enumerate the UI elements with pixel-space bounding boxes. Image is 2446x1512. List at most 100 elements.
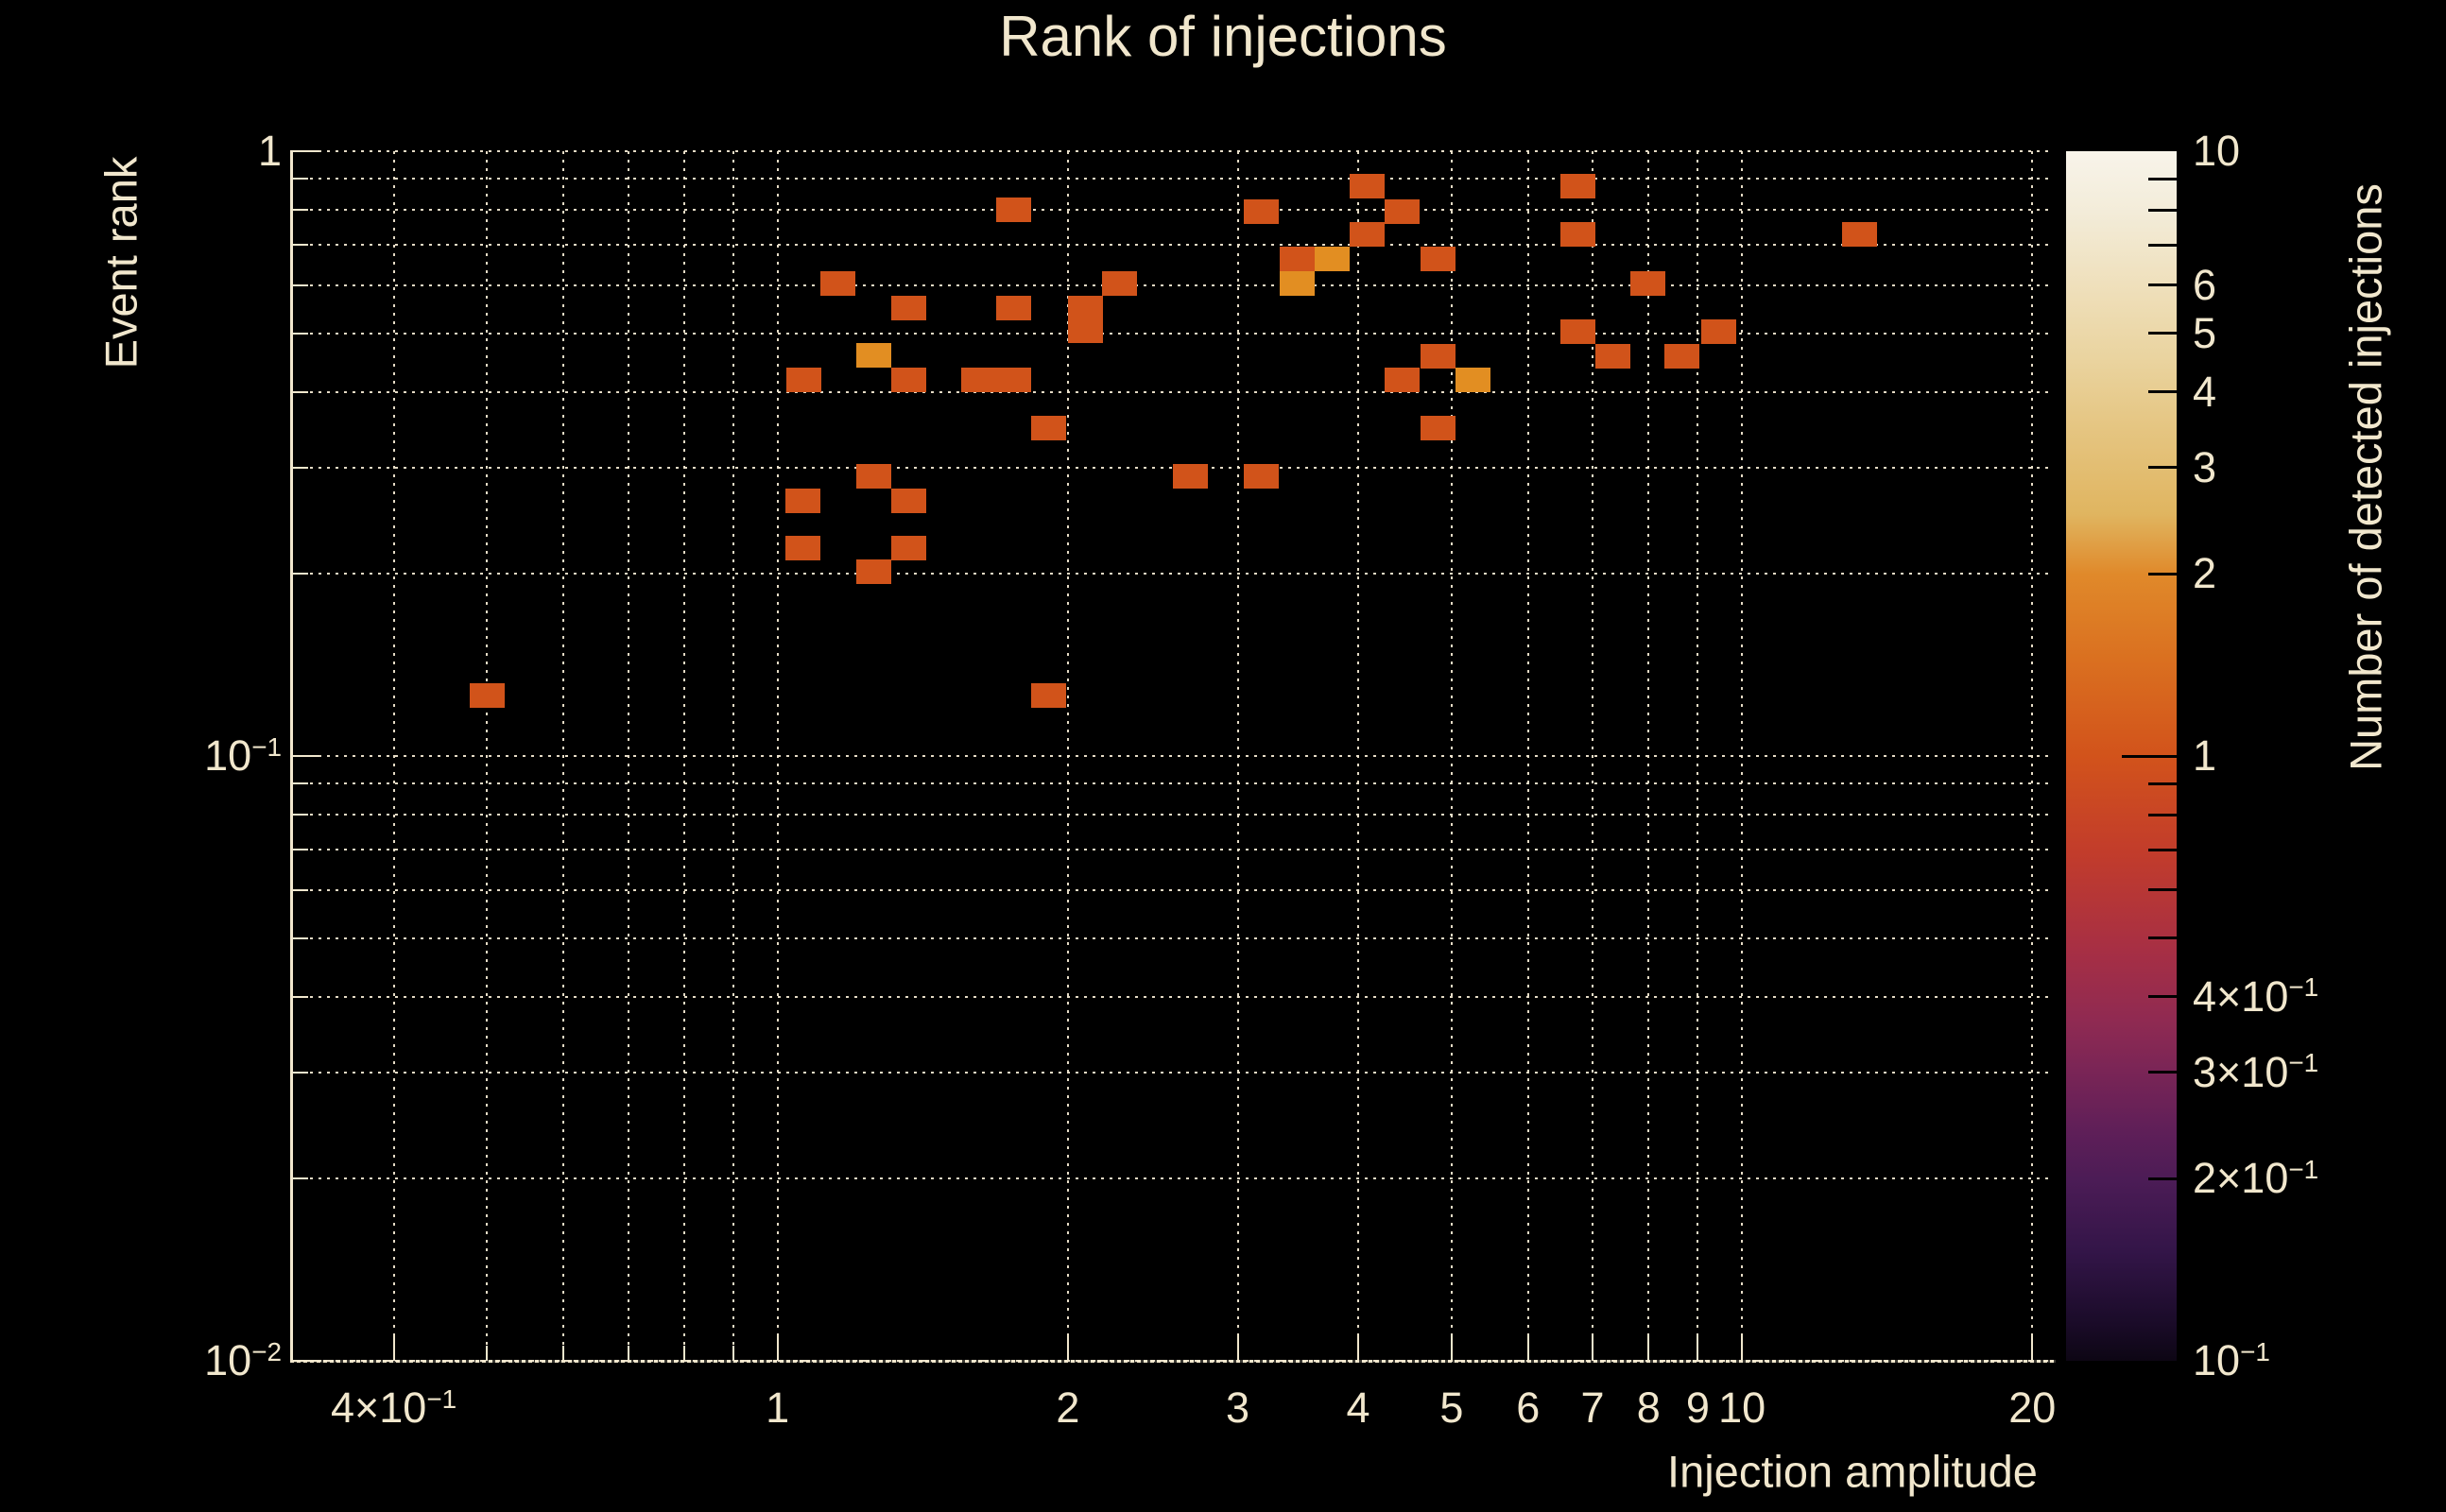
colorbar-tick-mark bbox=[2148, 332, 2177, 335]
heatmap-cell bbox=[1067, 318, 1103, 344]
y-gridline bbox=[293, 755, 2054, 757]
plot-area bbox=[290, 150, 2056, 1363]
heatmap-cell bbox=[1700, 318, 1736, 344]
x-tick-label: 4 bbox=[1346, 1383, 1370, 1432]
colorbar-tick-label: 3×10−1 bbox=[2193, 1047, 2319, 1096]
heatmap-cell bbox=[856, 342, 892, 368]
heatmap-cell bbox=[1030, 682, 1066, 708]
colorbar-tick-mark bbox=[2148, 782, 2177, 785]
left-spine bbox=[290, 150, 293, 1363]
x-tick-label: 6 bbox=[1516, 1383, 1541, 1432]
colorbar-tick-mark bbox=[2148, 243, 2177, 247]
y-tick-mark bbox=[293, 936, 308, 939]
x-tick-label: 7 bbox=[1580, 1383, 1605, 1432]
y-tick-mark bbox=[293, 995, 308, 998]
heatmap-cell bbox=[891, 295, 927, 320]
heatmap-cell bbox=[1243, 464, 1279, 490]
y-gridline bbox=[293, 782, 2054, 785]
x-tick-mark bbox=[1741, 1334, 1744, 1361]
colorbar-tick-mark bbox=[2148, 848, 2177, 851]
y-tick-mark bbox=[293, 573, 308, 576]
colorbar-tick-label: 1 bbox=[2193, 731, 2217, 780]
x-tick-mark bbox=[682, 1346, 685, 1361]
y-gridline bbox=[293, 1071, 2054, 1074]
y-tick-mark bbox=[293, 755, 319, 757]
x-tick-mark bbox=[1066, 1334, 1069, 1361]
y-gridline bbox=[293, 995, 2054, 998]
y-tick-label: 10−1 bbox=[204, 731, 282, 780]
heatmap-cell bbox=[1067, 295, 1103, 320]
heatmap-cell bbox=[1559, 318, 1595, 344]
y-tick-mark bbox=[293, 466, 308, 469]
heatmap-cell bbox=[891, 489, 927, 514]
colorbar-tick-label: 6 bbox=[2193, 260, 2217, 309]
colorbar-tick-label: 10 bbox=[2193, 127, 2241, 175]
colorbar-tick-mark bbox=[2148, 936, 2177, 940]
x-tick-mark bbox=[486, 1346, 489, 1361]
heatmap-cell bbox=[1455, 367, 1490, 392]
y-gridline bbox=[293, 1177, 2054, 1180]
heatmap-cell bbox=[1384, 367, 1420, 392]
heatmap-cell bbox=[961, 367, 997, 392]
heatmap-cell bbox=[856, 558, 892, 584]
heatmap-cell bbox=[1421, 344, 1456, 369]
heatmap-cell bbox=[1559, 174, 1595, 199]
x-tick-label: 10 bbox=[1718, 1383, 1766, 1432]
heatmap-cell bbox=[469, 682, 505, 708]
y-tick-mark bbox=[293, 782, 308, 785]
y-gridline bbox=[293, 178, 2054, 180]
heatmap-cell bbox=[1421, 246, 1456, 271]
x-axis-title: Injection amplitude bbox=[1667, 1446, 2038, 1497]
bottom-spine bbox=[290, 1360, 2056, 1363]
y-gridline bbox=[293, 390, 2054, 393]
colorbar-title: Number of detected injections bbox=[2340, 183, 2391, 771]
heatmap-cell bbox=[1279, 271, 1315, 297]
y-tick-label: 10−2 bbox=[204, 1336, 282, 1384]
heatmap-cell bbox=[1314, 246, 1350, 271]
y-tick-mark bbox=[293, 332, 308, 335]
x-tick-mark bbox=[392, 1334, 395, 1361]
x-tick-label: 9 bbox=[1685, 1383, 1710, 1432]
x-tick-label: 1 bbox=[766, 1383, 790, 1432]
y-gridline bbox=[293, 814, 2054, 816]
x-tick-mark bbox=[732, 1346, 734, 1361]
x-tick-mark bbox=[1236, 1334, 1239, 1361]
colorbar-tick-label: 2 bbox=[2193, 549, 2217, 598]
x-tick-mark bbox=[2031, 1334, 2034, 1361]
heatmap-cell bbox=[891, 367, 927, 392]
colorbar-tick-mark bbox=[2148, 284, 2177, 287]
y-gridline bbox=[293, 573, 2054, 576]
colorbar-tick-mark bbox=[2148, 466, 2177, 470]
x-tick-label: 5 bbox=[1439, 1383, 1464, 1432]
heatmap-cell bbox=[1031, 416, 1067, 441]
y-tick-mark bbox=[293, 150, 319, 152]
x-tick-mark bbox=[1357, 1334, 1360, 1361]
y-tick-label: 1 bbox=[257, 127, 282, 175]
colorbar bbox=[2066, 151, 2177, 1361]
colorbar-tick-mark bbox=[2148, 208, 2177, 212]
x-tick-mark bbox=[1647, 1334, 1650, 1361]
heatmap-cell bbox=[995, 295, 1031, 320]
heatmap-cell bbox=[785, 535, 821, 560]
heatmap-cell bbox=[995, 367, 1031, 392]
colorbar-tick-label: 3 bbox=[2193, 442, 2217, 491]
x-tick-mark bbox=[562, 1346, 565, 1361]
colorbar-tick-mark bbox=[2148, 813, 2177, 816]
y-tick-mark bbox=[293, 178, 308, 180]
y-tick-mark bbox=[293, 1177, 308, 1180]
heatmap-cell bbox=[1349, 174, 1385, 199]
x-tick-label: 8 bbox=[1636, 1383, 1661, 1432]
colorbar-tick-mark bbox=[2148, 888, 2177, 892]
x-tick-mark bbox=[776, 1334, 779, 1361]
heatmap-cell bbox=[785, 489, 821, 514]
y-gridline bbox=[293, 849, 2054, 851]
colorbar-tick-mark bbox=[2122, 754, 2177, 758]
x-tick-mark bbox=[1526, 1334, 1529, 1361]
y-tick-mark bbox=[293, 888, 308, 891]
x-tick-label: 3 bbox=[1226, 1383, 1250, 1432]
heatmap-cell bbox=[1384, 199, 1420, 225]
heatmap-cell bbox=[1421, 416, 1456, 441]
heatmap-cell bbox=[786, 367, 822, 392]
y-tick-mark bbox=[293, 390, 308, 393]
heatmap-cell bbox=[820, 271, 856, 297]
